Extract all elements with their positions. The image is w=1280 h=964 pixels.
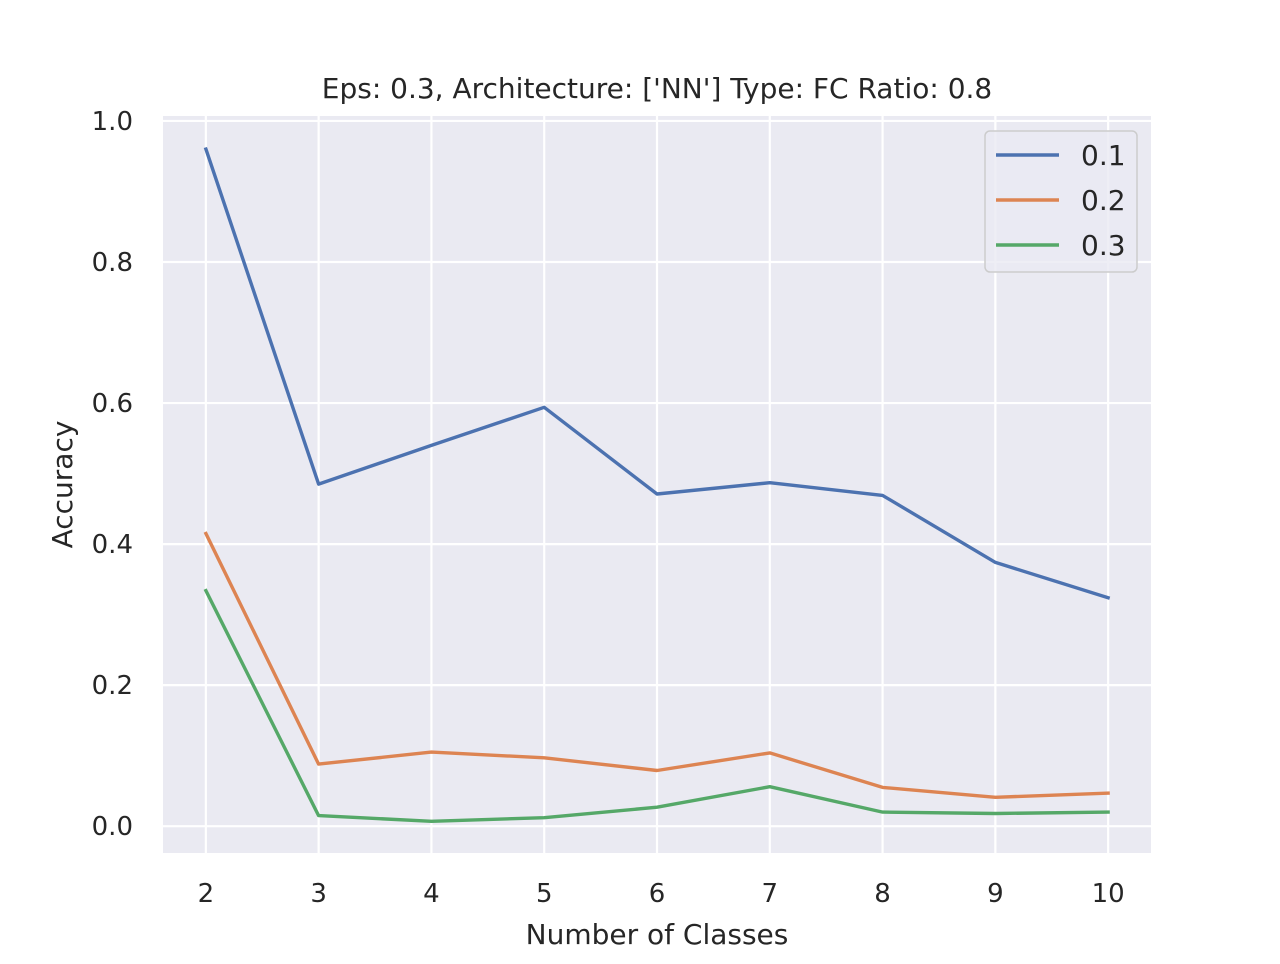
x-tick-label: 6 bbox=[649, 879, 666, 909]
y-tick-label: 0.4 bbox=[92, 530, 133, 560]
chart-title: Eps: 0.3, Architecture: ['NN'] Type: FC … bbox=[322, 72, 992, 105]
y-tick-label: 1.0 bbox=[92, 107, 133, 137]
series-line-0.3 bbox=[203, 588, 1110, 823]
x-tick-label: 9 bbox=[987, 879, 1004, 909]
y-axis-label: Accuracy bbox=[46, 421, 79, 549]
series-line-0.1 bbox=[203, 146, 1111, 600]
legend: 0.1 0.2 0.3 bbox=[984, 130, 1138, 273]
x-tick-label: 7 bbox=[762, 879, 779, 909]
x-tick-label: 4 bbox=[423, 879, 440, 909]
x-tick-label: 3 bbox=[310, 879, 327, 909]
x-tick-label: 5 bbox=[536, 879, 553, 909]
legend-label: 0.2 bbox=[1081, 184, 1126, 217]
x-tick-label: 2 bbox=[198, 879, 215, 909]
x-axis-label: Number of Classes bbox=[526, 918, 789, 951]
x-tick-labels: 2 3 4 5 6 7 8 9 10 bbox=[198, 879, 1125, 909]
legend-box bbox=[984, 130, 1138, 273]
y-tick-labels: 0.0 0.2 0.4 0.6 0.8 1.0 bbox=[92, 107, 133, 842]
y-tick-label: 0.6 bbox=[92, 389, 133, 419]
x-tick-label: 8 bbox=[874, 879, 891, 909]
y-tick-label: 0.2 bbox=[92, 671, 133, 701]
legend-label: 0.1 bbox=[1081, 139, 1126, 172]
x-tick-label: 10 bbox=[1092, 879, 1125, 909]
y-tick-label: 0.8 bbox=[92, 248, 133, 278]
y-tick-label: 0.0 bbox=[92, 812, 133, 842]
series-lines bbox=[203, 146, 1111, 823]
series-line-0.2 bbox=[203, 531, 1110, 799]
legend-label: 0.3 bbox=[1081, 229, 1126, 262]
